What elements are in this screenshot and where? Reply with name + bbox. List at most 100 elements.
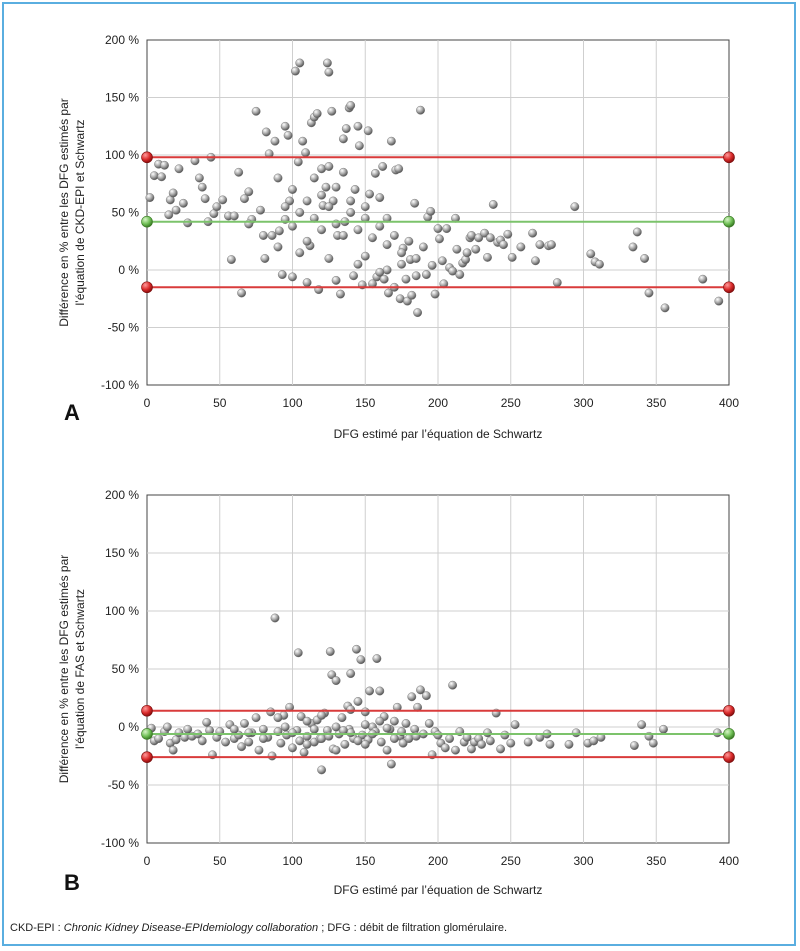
chart-b-data-point — [266, 707, 276, 717]
footnote-prefix: CKD-EPI : — [10, 922, 64, 934]
chart-b-data-point — [382, 745, 392, 755]
chart-a-data-point — [442, 224, 452, 234]
chart-b-data-point — [360, 720, 370, 730]
chart-b-data-point — [288, 728, 297, 738]
chart-a-data-point — [322, 58, 332, 68]
chart-a-data-point — [327, 106, 337, 116]
chart-a-data-point — [234, 167, 244, 177]
chart-a-data-point — [379, 274, 389, 284]
chart-a-data-point — [317, 190, 326, 200]
chart-b-data-point — [302, 716, 312, 726]
chart-a-data-point — [427, 260, 437, 270]
chart-b-data-point — [375, 716, 385, 726]
chart-a-data-point — [528, 228, 537, 238]
chart-b-data-point — [273, 713, 283, 723]
chart-b-data-point — [237, 742, 247, 752]
chart-a-data-point — [644, 288, 654, 298]
chart-a-data-point — [382, 240, 392, 250]
chart-a-data-point — [363, 126, 373, 136]
chart-a-limit-marker — [141, 281, 153, 294]
chart-a-data-point — [331, 275, 341, 285]
chart-a-data-point — [290, 66, 300, 76]
chart-b-data-point — [296, 712, 306, 721]
chart-b-data-point — [713, 728, 722, 738]
chart-a-data-point — [349, 271, 358, 281]
chart-b-data-point — [162, 722, 172, 732]
footnote-suffix: ; DFG : débit de filtration glomérulaire… — [318, 922, 508, 934]
chart-a-data-point — [336, 289, 345, 299]
chart-b-data-point — [545, 740, 555, 749]
chart-a-data-point — [375, 193, 385, 203]
chart-b-x-tick-label: 100 — [282, 854, 302, 868]
chart-a-panel-label: A — [64, 400, 80, 425]
chart-a-x-tick-label: 150 — [355, 396, 375, 410]
chart-a-data-point — [382, 265, 392, 275]
chart-b-data-point — [648, 738, 658, 748]
chart-a-y-tick-label: -100 % — [101, 378, 139, 392]
chart-b-x-tick-label: 400 — [719, 854, 739, 868]
chart-a-data-point — [277, 270, 287, 279]
chart-a-data-point — [437, 256, 447, 266]
chart-a-y-tick-label: 100 % — [105, 148, 139, 162]
chart-a-data-point — [426, 206, 436, 216]
chart-a-data-point — [295, 58, 305, 68]
chart-a-data-point — [407, 290, 417, 300]
chart-b-data-point — [337, 713, 347, 723]
chart-a-data-point — [295, 248, 305, 258]
chart-a-data-point — [164, 210, 174, 220]
chart-a-data-point — [471, 244, 481, 254]
chart-a-limit-marker — [723, 151, 735, 164]
chart-b-y-tick-label: -100 % — [101, 836, 139, 850]
chart-a-data-point — [309, 173, 319, 183]
footnote-italic: Chronic Kidney Disease-EPIdemiology coll… — [63, 922, 319, 934]
chart-b-data-point — [288, 743, 297, 753]
chart-b-limit-marker — [723, 751, 735, 763]
chart-a-x-tick-label: 100 — [282, 396, 302, 410]
chart-a-data-point — [350, 185, 360, 194]
chart-a-data-point — [280, 121, 290, 131]
chart-a-data-point — [157, 172, 167, 182]
chart-a-data-point — [168, 188, 178, 198]
chart-a-data-point — [531, 256, 540, 266]
chart-b-data-point — [589, 736, 599, 746]
chart-b-data-point — [356, 655, 366, 665]
chart-b-y-tick-label: 0 % — [118, 720, 139, 734]
chart-a-data-point — [273, 242, 283, 252]
chart-a-data-point — [324, 162, 334, 171]
chart-b-data-point — [346, 669, 356, 678]
chart-a-data-point — [302, 236, 312, 246]
chart-a-mean-marker — [723, 215, 735, 228]
chart-b-data-point — [630, 741, 639, 750]
chart-a-data-point — [346, 208, 356, 217]
chart-b-data-point — [244, 728, 254, 738]
chart-a-data-point — [397, 259, 406, 269]
chart-a-data-point — [360, 202, 370, 212]
chart-a-data-point — [218, 195, 228, 205]
chart-a-data-point — [483, 252, 492, 262]
chart-a-data-point — [267, 231, 277, 240]
chart-b-data-point — [382, 723, 392, 733]
chart-b-data-point — [276, 738, 286, 748]
chart-b-data-point — [299, 748, 309, 757]
chart-a-data-point — [397, 248, 406, 258]
chart-b-y-tick-label: 200 % — [105, 488, 139, 502]
chart-a-data-point — [273, 173, 283, 183]
chart-b-data-point — [506, 738, 516, 748]
chart-a-data-point — [194, 173, 204, 183]
chart-a-data-point — [368, 233, 377, 243]
chart-a-data-point — [317, 164, 326, 174]
chart-b-data-point — [421, 691, 431, 701]
chart-a-data-point — [360, 251, 370, 261]
chart-b-data-point — [331, 745, 341, 755]
chart-b-y-axis-title: Différence en % entre les DFG estimés pa… — [57, 555, 71, 784]
chart-b-data-point — [445, 734, 454, 743]
chart-b-data-point — [353, 697, 363, 706]
chart-a-data-point — [145, 193, 155, 203]
chart-a-data-point — [535, 240, 545, 250]
chart-a-data-point — [251, 106, 261, 116]
chart-b-x-tick-label: 50 — [213, 854, 227, 868]
chart-b-data-point — [500, 730, 510, 740]
chart-a-data-point — [416, 105, 425, 115]
chart-a-data-point — [595, 259, 604, 269]
